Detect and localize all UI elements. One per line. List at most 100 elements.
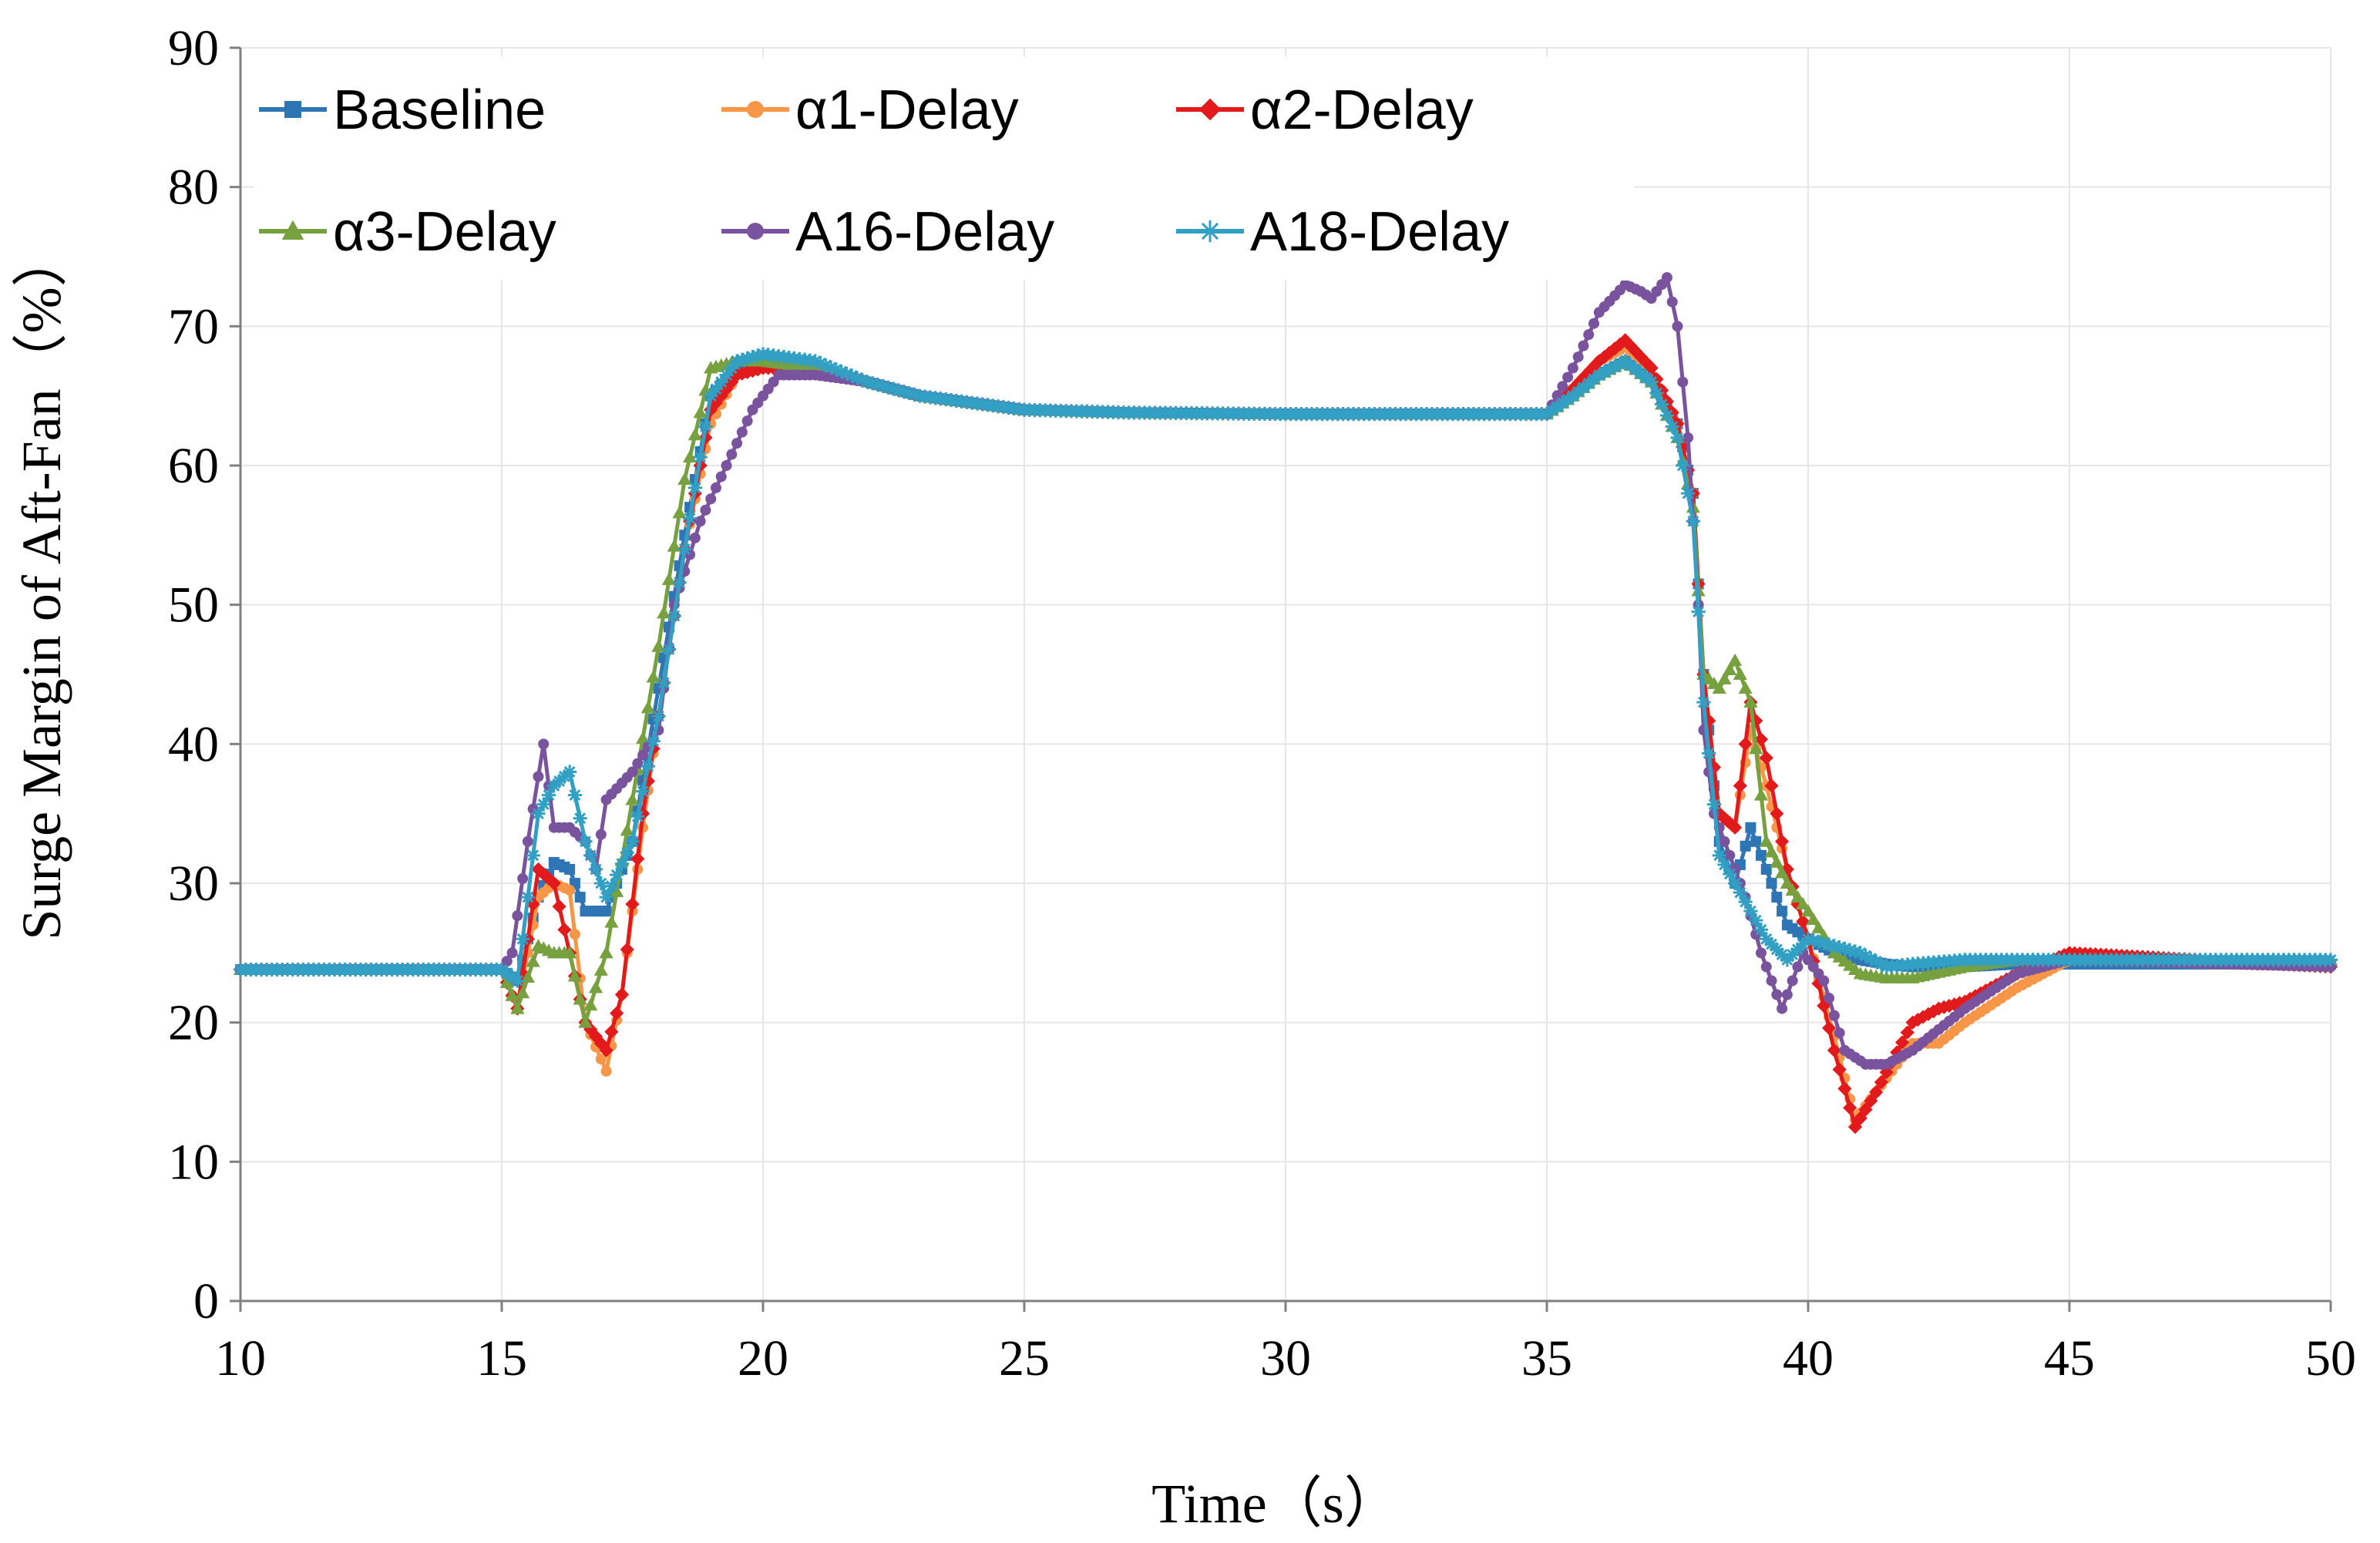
point-A18-Delay-75 [625, 834, 640, 849]
point-α2-Delay-68 [588, 1029, 603, 1044]
point-A16-Delay-97 [741, 415, 753, 427]
point-α3-Delay-87 [687, 428, 702, 441]
point-A18-Delay-92 [714, 375, 728, 389]
point-α3-Delay-285 [1723, 662, 1737, 675]
point-A18-Delay-120 [860, 375, 875, 389]
point-A18-Delay-270 [1644, 375, 1659, 389]
point-α2-Delay-62 [557, 923, 572, 937]
point-Baseline-292 [1760, 863, 1772, 875]
point-α2-Delay-54 [516, 966, 530, 981]
point-Baseline-70 [600, 906, 612, 917]
point-A16-Delay-77 [637, 749, 649, 761]
point-α3-Delay-301 [1806, 912, 1820, 925]
point-A16-Delay-253 [1557, 381, 1568, 392]
point-α2-Delay-75 [625, 897, 640, 912]
point-A18-Delay-306 [1832, 940, 1847, 955]
legend-label-A16-Delay: A16-Delay [795, 201, 1054, 263]
point-α3-Delay-86 [682, 450, 698, 463]
point-α2-Delay-319 [1900, 1025, 1914, 1040]
point-α3-Delay-67 [583, 997, 598, 1011]
point-A16-Delay-284 [1719, 835, 1730, 847]
point-A18-Delay-125 [886, 382, 901, 396]
point-α3-Delay-300 [1800, 904, 1816, 917]
point-α3-Delay-52 [505, 988, 519, 1001]
point-A18-Delay-277 [1680, 486, 1696, 501]
point-A18-Delay-69 [593, 876, 608, 891]
point-α3-Delay-74 [620, 823, 634, 836]
point-A16-Delay-52 [506, 947, 518, 959]
point-A18-Delay-65 [573, 811, 587, 825]
point-A18-Delay-261 [1597, 365, 1612, 380]
point-A18-Delay-117 [845, 368, 859, 383]
point-A18-Delay-88 [693, 450, 708, 465]
point-α2-Delay-270 [1644, 361, 1659, 375]
point-A18-Delay-307 [1837, 941, 1852, 956]
point-A18-Delay-302 [1811, 934, 1826, 949]
point-A18-Delay-96 [735, 352, 749, 367]
point-A16-Delay-88 [694, 516, 706, 527]
point-A16-Delay-291 [1755, 947, 1767, 959]
point-α3-Delay-84 [672, 506, 687, 519]
point-α2-Delay-299 [1796, 914, 1810, 929]
point-A16-Delay-87 [689, 532, 701, 543]
point-α3-Delay-53 [510, 1001, 525, 1014]
point-A16-Delay-58 [538, 738, 550, 750]
point-α3-Delay-88 [693, 405, 708, 419]
point-A18-Delay-280 [1696, 695, 1711, 710]
point-α2-Delay-78 [640, 774, 655, 788]
point-A18-Delay-79 [646, 734, 661, 748]
point-α3-Delay-291 [1753, 788, 1769, 801]
point-A18-Delay-311 [1858, 948, 1873, 963]
point-A18-Delay-288 [1738, 894, 1753, 909]
point-α3-Delay-290 [1749, 741, 1763, 755]
series [233, 272, 2338, 1135]
point-A16-Delay-93 [721, 460, 732, 471]
point-α2-Delay-258 [1582, 365, 1596, 380]
series-A18-Delay [233, 347, 2338, 988]
point-A18-Delay-260 [1592, 368, 1606, 382]
point-A18-Delay-97 [740, 351, 755, 365]
point-α3-Delay-63 [563, 946, 577, 959]
point-α2-Delay-93 [719, 382, 734, 396]
point-A18-Delay-272 [1655, 397, 1669, 412]
point-α2-Delay-58 [536, 866, 551, 882]
point-α2-Delay-72 [610, 1006, 624, 1020]
point-A18-Delay-60 [546, 778, 561, 793]
x-tick-label-5: 35 [1521, 1330, 1572, 1387]
point-α2-Delay-306 [1832, 1062, 1847, 1077]
point-A18-Delay-297 [1785, 947, 1800, 962]
point-A18-Delay-116 [839, 366, 854, 381]
x-tick-label-8: 50 [2305, 1330, 2356, 1387]
point-α1-Delay-64 [569, 929, 580, 940]
point-α3-Delay-294 [1770, 855, 1784, 868]
point-A18-Delay-110 [808, 354, 822, 368]
point-α2-Delay-307 [1837, 1081, 1852, 1096]
legend-marker-A18-Delay [1198, 220, 1222, 243]
point-A18-Delay-84 [672, 575, 687, 590]
point-A18-Delay-128 [902, 385, 916, 401]
point-Baseline-63 [564, 863, 576, 875]
point-A16-Delay-95 [731, 438, 743, 449]
point-A16-Delay-89 [700, 504, 711, 516]
point-α2-Delay-59 [541, 871, 556, 886]
point-α1-Delay-63 [564, 885, 576, 896]
point-A18-Delay-85 [677, 542, 692, 556]
point-Baseline-293 [1766, 878, 1777, 889]
point-A18-Delay-289 [1743, 904, 1758, 919]
point-Baseline-290 [1750, 835, 1762, 847]
x-tick-label-7: 45 [2044, 1330, 2095, 1387]
point-A16-Delay-55 [522, 835, 533, 847]
point-A16-Delay-51 [501, 956, 513, 967]
point-A18-Delay-111 [813, 356, 828, 371]
point-A18-Delay-59 [541, 788, 556, 802]
legend-item-Baseline: Baseline [259, 79, 546, 141]
point-A18-Delay-119 [855, 372, 869, 387]
point-α2-Delay-318 [1894, 1035, 1910, 1050]
point-A18-Delay-298 [1790, 942, 1805, 956]
point-A16-Delay-293 [1766, 975, 1777, 987]
y-tick-label-8: 80 [168, 160, 219, 216]
legend-item-α1-Delay: α1-Delay [721, 79, 1019, 141]
point-A18-Delay-77 [635, 784, 650, 798]
point-A18-Delay-291 [1753, 923, 1769, 937]
